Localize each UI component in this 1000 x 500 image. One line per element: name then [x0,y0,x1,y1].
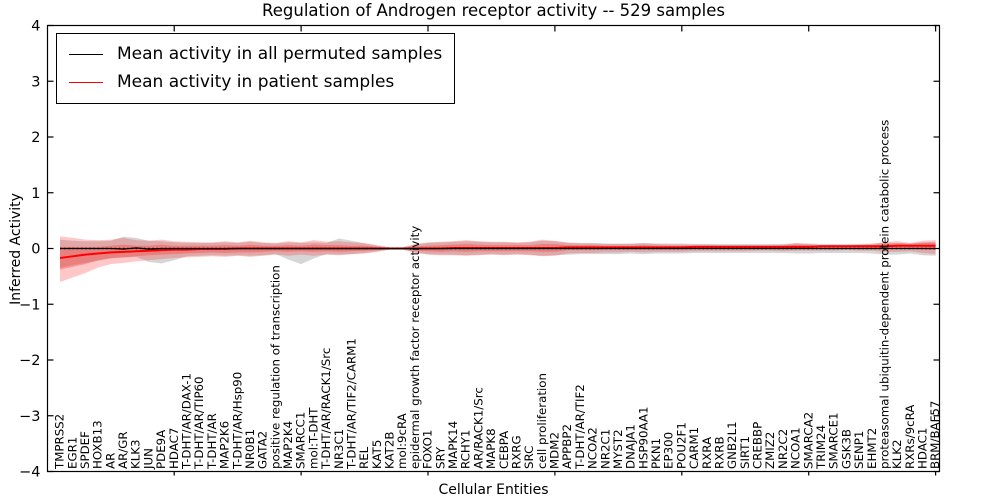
x-tick-label: SPDEF [78,431,92,469]
y-tick-label: −4 [19,465,40,481]
x-tick-label: MAP2K4 [281,421,295,469]
band-2-patient-range [60,242,936,270]
permuted-line-swatch [69,53,103,55]
x-tick-label: HDAC7 [167,428,181,469]
x-tick-label: NCOA1 [789,427,803,469]
x-tick-label: T-DHT/AR/DAX-1 [180,373,194,470]
legend-label-permuted: Mean activity in all permuted samples [117,44,443,64]
x-tick-label: SMARCC1 [294,412,308,469]
x-tick-label: PKN1 [649,438,663,469]
band-0-permuted-range [60,236,936,269]
x-tick-label: positive regulation of transcription [268,265,282,469]
x-tick-label: MYST2 [611,429,625,469]
x-tick-label: BRM/BAF57 [928,401,942,469]
y-tick-label: 0 [31,242,40,258]
x-tick-label: NR2C2 [776,429,790,469]
x-tick-label: SRC [522,446,536,469]
x-tick-label: KAT5 [370,440,384,469]
x-tick-label: mol:T-DHT [306,407,320,469]
legend-entry-patient: Mean activity in patient samples [69,68,442,96]
x-tick-label: RXRB [712,436,726,469]
x-tick-label: NR3C1 [332,429,346,469]
y-tick-label: 2 [31,130,40,146]
x-tick-label: NR0B1 [243,429,257,469]
x-tick-label: epidermal growth factor receptor activit… [408,226,422,469]
x-tick-label: T-DHT/AR/Hsp90 [230,372,244,470]
x-tick-label: T-DHT/AR/RACK1/Src [319,348,333,470]
y-tick-label: 3 [31,74,40,90]
x-tick-label: HDAC1 [916,428,930,469]
x-tick-label: KLK3 [129,439,143,469]
x-tick-label: GATA2 [256,431,270,469]
x-tick-label: NR2C1 [598,429,612,469]
x-tick-label: mol:9cRA [395,413,409,469]
y-tick-label: 4 [31,19,40,35]
x-tick-label: KAT2B [383,432,397,470]
x-tick-label: CREBBP [751,422,765,469]
x-tick-label: RCHY1 [459,430,473,469]
x-tick-label: PDE9A [154,430,168,469]
x-tick-label: AR [103,453,117,469]
x-tick-label: SRY [433,446,447,469]
x-tick-label: MAPK8 [484,428,498,469]
chart-title: Regulation of Androgen receptor activity… [262,1,725,20]
legend: Mean activity in all permuted samples Me… [56,33,456,104]
x-tick-label: AR/GR [116,431,130,469]
x-tick-label: MAPK14 [446,421,460,469]
y-tick-label: −2 [19,353,40,369]
x-tick-label: POU2F1 [674,422,688,469]
x-tick-label: JUN [141,448,155,470]
x-tick-label: MDM2 [548,432,562,469]
x-tick-label: EP300 [662,432,676,469]
x-tick-label: T-DHT/AR [205,413,219,470]
legend-label-patient: Mean activity in patient samples [117,72,395,92]
x-tick-label: AR/RACK1/Src [471,387,485,469]
x-tick-label: TMPRSS2 [53,414,67,470]
x-tick-label: SMARCA2 [801,412,815,469]
x-tick-label: SIRT1 [738,436,752,469]
x-tick-label: GNB2L1 [725,421,739,469]
x-tick-label: cell proliferation [535,373,549,469]
x-tick-label: RXRG [509,435,523,469]
x-tick-label: EHMT2 [865,428,879,469]
x-tick-label: HOXB13 [91,420,105,469]
y-tick-label: −3 [19,409,40,425]
x-tick-label: ZMIZ2 [763,432,777,469]
x-tick-label: APPBP2 [560,424,574,469]
x-tick-label: SENP1 [852,431,866,469]
x-tick-label: RXRs/9cRA [903,405,917,469]
x-tick-label: KLK2 [890,439,904,469]
x-tick-label: NCOA2 [586,427,600,469]
x-tick-label: T-DHT/AR/TIP60 [192,376,206,470]
x-tick-label: GSK3B [839,429,853,469]
x-tick-label: HSP90AA1 [636,407,650,469]
patient-line-swatch [69,81,103,83]
x-tick-label: EGR1 [65,437,79,469]
legend-entry-permuted: Mean activity in all permuted samples [69,40,442,68]
x-tick-label: MAP2K6 [218,421,232,469]
x-tick-label: T-DHT/AR/TIF2 [573,384,587,470]
x-tick-label: CARM1 [687,427,701,469]
x-tick-label: T-DHT/AR/TIF2/CARM1 [344,338,358,470]
band-1-patient-range [60,236,936,282]
x-tick-label: REL [357,446,371,469]
x-tick-label: FOXO1 [421,430,435,469]
x-tick-label: TRIM24 [814,425,828,470]
x-tick-label: SMARCE1 [827,412,841,469]
x-tick-label: proteasomal ubiquitin-dependent protein … [877,120,891,469]
x-tick-label: CEBPA [497,431,511,469]
x-axis-label: Cellular Entities [438,482,549,498]
y-tick-label: 1 [31,186,40,202]
x-tick-label: RXRA [700,437,714,469]
x-tick-label: DNAJA1 [624,424,638,469]
y-tick-label: −1 [19,297,40,313]
